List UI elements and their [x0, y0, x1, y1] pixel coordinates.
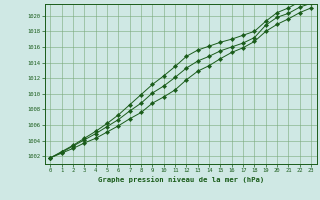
X-axis label: Graphe pression niveau de la mer (hPa): Graphe pression niveau de la mer (hPa): [98, 176, 264, 183]
